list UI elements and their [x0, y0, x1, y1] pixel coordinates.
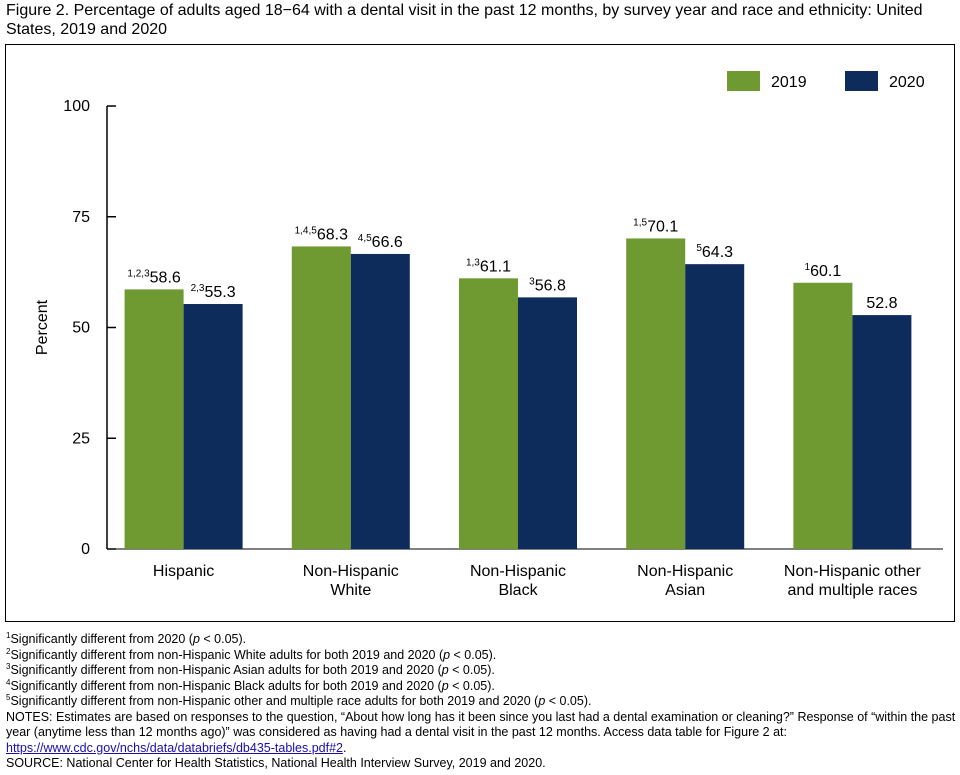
footnote-marker: 1: [6, 631, 11, 640]
footnote-tail: < 0.05).: [448, 678, 495, 693]
footnote-text: Significantly different from non-Hispani…: [10, 678, 442, 693]
footnote-text: Significantly different from non-Hispani…: [10, 647, 444, 662]
footnote-1: 1Significantly different from 2020 (p < …: [6, 632, 956, 648]
bar-value-superscript: 1,4,5: [295, 225, 318, 236]
x-category-label: Non-Hispanic other: [784, 563, 922, 580]
source-text: SOURCE: National Center for Health Stati…: [6, 756, 546, 770]
notes-text: NOTES: Estimates are based on responses …: [6, 710, 956, 757]
footnote-3: 3Significantly different from non-Hispan…: [6, 663, 956, 679]
bar-value-label: 160.1: [805, 262, 842, 280]
bar-value: 58.6: [150, 269, 181, 286]
footnote-tail: < 0.05).: [545, 694, 592, 708]
bar-value-label: 1,570.1: [633, 217, 678, 235]
bar-value-superscript: 1,3: [466, 257, 480, 268]
bar-chart: 0 25 50 75 100 Percent 1,2,358.6 2,355.3 Hispani…: [34, 71, 943, 599]
bar-value: 70.1: [647, 218, 678, 235]
x-category-label: Non-Hispanic: [303, 563, 399, 580]
notes-body: NOTES: Estimates are based on responses …: [6, 709, 956, 740]
bar-value-label: 564.3: [696, 243, 733, 261]
bar-value-label: 2,355.3: [191, 283, 236, 301]
legend-swatch-2019: [727, 71, 760, 91]
bar-value-label: 1,361.1: [466, 257, 511, 275]
footnote-text: Significantly different from non-Hispani…: [10, 663, 442, 677]
bar-value-superscript: 1: [805, 262, 811, 273]
x-category-label: and multiple races: [787, 582, 917, 599]
footnote-text: Significantly different from 2020 (: [10, 632, 193, 646]
legend-label-2019: 2019: [771, 74, 807, 91]
bar-2019: [459, 278, 518, 549]
footnote-marker: 2: [6, 646, 11, 656]
footnote-tail: < 0.05).: [448, 663, 495, 677]
bar-value: 56.8: [535, 277, 566, 294]
x-category-label: Hispanic: [153, 563, 214, 580]
y-tick-label: 25: [72, 430, 90, 447]
bar-2020: [685, 264, 745, 549]
footnote-4: 4Significantly different from non-Hispan…: [6, 677, 956, 695]
x-category-label: Black: [498, 582, 538, 599]
y-tick-label: 75: [72, 209, 90, 226]
footnote-p: p: [538, 694, 546, 708]
data-table-link[interactable]: https://www.cdc.gov/nchs/data/databriefs…: [6, 740, 344, 755]
legend-swatch-2020: [845, 71, 878, 91]
x-category-label: White: [330, 582, 371, 599]
legend-label-2020: 2020: [889, 74, 925, 91]
bar-2019: [291, 246, 351, 549]
bar-value-superscript: 2,3: [191, 283, 205, 294]
footnote-tail: < 0.05).: [199, 632, 247, 646]
footnote-5: 5Significantly different from non-Hispan…: [6, 694, 956, 710]
bar-value-label: 52.8: [866, 295, 897, 312]
bar-2020: [852, 315, 912, 549]
bar-2019: [124, 289, 184, 549]
footnote-p: p: [441, 678, 449, 693]
notes-block: 1Significantly different from 2020 (p < …: [6, 632, 956, 772]
footnote-marker: 4: [6, 677, 11, 687]
footnote-marker: 3: [6, 662, 11, 671]
y-axis-label: Percent: [34, 299, 51, 355]
bar-2019: [626, 238, 686, 549]
bar-value: 66.6: [372, 234, 403, 251]
footnotes-list: 1Significantly different from 2020 (p < …: [6, 632, 956, 710]
y-tick-label: 100: [63, 98, 90, 115]
chart-frame: 0 25 50 75 100 Percent 1,2,358.6 2,355.3 Hispani…: [5, 44, 955, 622]
bar-value-superscript: 3: [529, 276, 535, 287]
bar-value-superscript: 4,5: [358, 233, 372, 244]
footnote-p: p: [443, 647, 451, 662]
bar-2019: [793, 282, 853, 549]
bar-value-label: 1,4,568.3: [295, 225, 348, 243]
bar-value-label: 1,2,358.6: [127, 268, 180, 286]
figure-title: Figure 2. Percentage of adults aged 18−6…: [6, 2, 923, 38]
footnote-2: 2Significantly different from non-Hispan…: [6, 646, 956, 664]
footnote-tail: < 0.05).: [450, 647, 497, 662]
bar-value: 64.3: [702, 244, 733, 261]
bar-value-superscript: 1,5: [633, 217, 647, 228]
x-category-label: Non-Hispanic: [637, 563, 733, 580]
footnote-text: Significantly different from non-Hispani…: [10, 694, 539, 708]
footnote-p: p: [192, 632, 200, 646]
notes-link-tail: .: [343, 740, 347, 755]
y-tick-label: 50: [72, 320, 90, 337]
bar-value-superscript: 5: [696, 243, 702, 254]
bar-value-superscript: 1,2,3: [127, 268, 150, 279]
bar-value: 60.1: [810, 263, 841, 280]
footnote-marker: 5: [6, 693, 11, 702]
bar-value: 55.3: [204, 284, 235, 301]
bar-2020: [183, 304, 243, 549]
bar-2020: [518, 297, 577, 549]
x-category-label: Asian: [665, 582, 705, 599]
bar-value: 68.3: [317, 226, 348, 243]
bar-value: 61.1: [480, 258, 511, 275]
footnote-p: p: [441, 663, 449, 677]
bar-value-label: 4,566.6: [358, 233, 403, 251]
bar-2020: [350, 253, 410, 549]
y-tick-label: 0: [81, 541, 90, 558]
x-category-label: Non-Hispanic: [470, 563, 566, 580]
bar-value-label: 356.8: [529, 276, 566, 294]
bar-value: 52.8: [866, 295, 897, 312]
